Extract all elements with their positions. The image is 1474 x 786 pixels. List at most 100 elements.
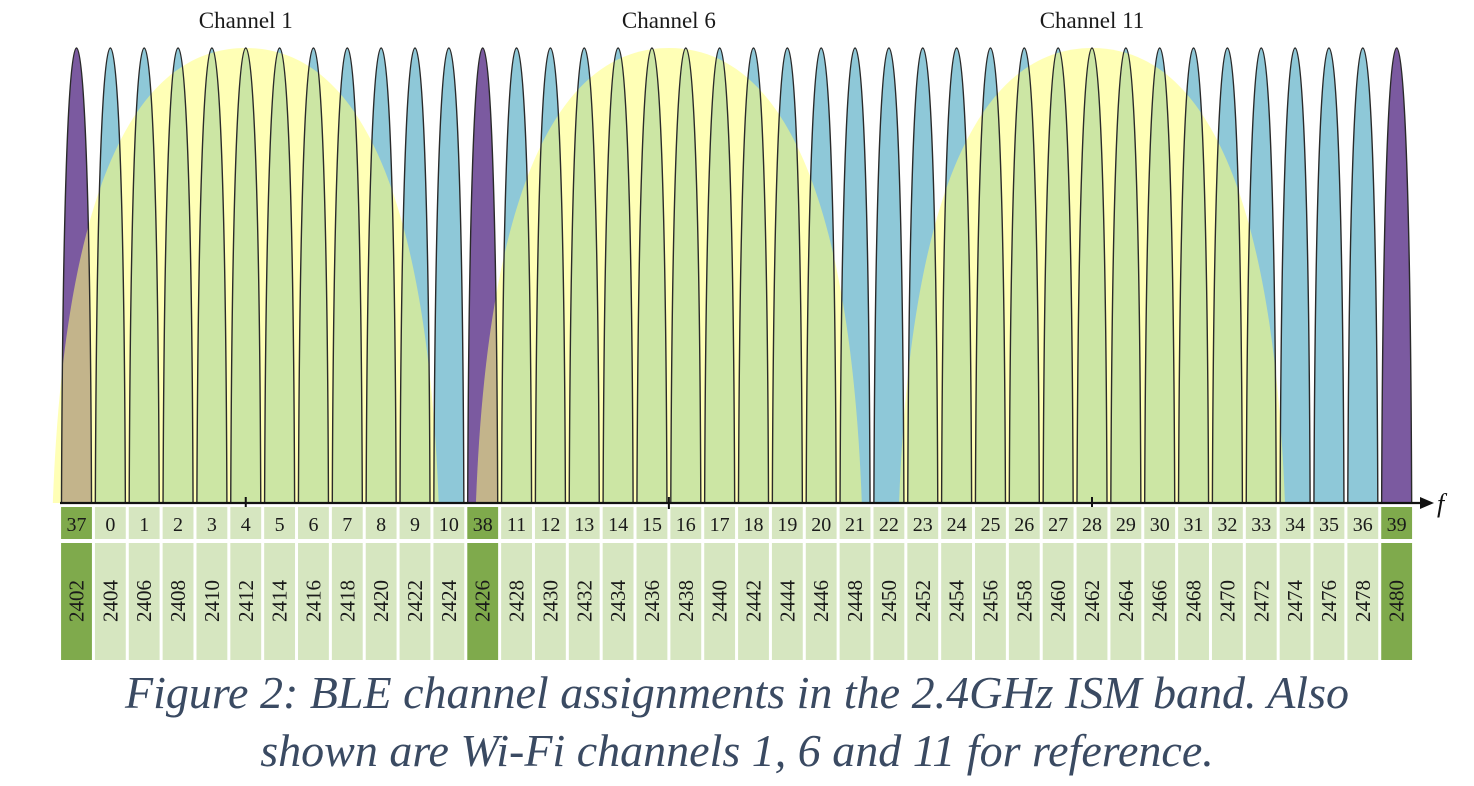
channel-frequency-cell (670, 543, 702, 660)
channel-outline-10 (433, 47, 465, 504)
channel-outline-33 (1245, 47, 1277, 504)
channel-frequency-label: 2418 (335, 580, 359, 622)
channel-index-label: 29 (1116, 514, 1136, 536)
channel-outline-15 (636, 47, 668, 504)
channel-index-cell (839, 507, 871, 539)
channel-outline-16 (670, 47, 702, 504)
channel-outline-36 (1347, 47, 1379, 504)
channel-outline-3 (196, 47, 228, 504)
channel-index-label: 19 (777, 514, 797, 536)
wifi-channel-title-2: Channel 6 (622, 8, 716, 33)
channel-frequency-cell (704, 543, 736, 660)
channel-frequency-label: 2436 (640, 580, 664, 622)
channel-frequency-cell (805, 543, 837, 660)
channel-frequency-label: 2462 (1080, 580, 1104, 622)
channel-outline-34 (1279, 47, 1311, 504)
channel-frequency-cell (128, 543, 160, 660)
channel-index-cell (636, 507, 668, 539)
channel-outline-2 (162, 47, 194, 504)
ble-channel-diagram: f 37240202404124062240832410424125241462… (52, 8, 1448, 660)
channel-outline-26 (1008, 47, 1041, 504)
channel-index-cell (1245, 507, 1277, 539)
channel-frequency-label: 2472 (1249, 580, 1273, 622)
channel-index-cell (467, 507, 499, 539)
channel-index-label: 25 (980, 514, 1000, 536)
channel-frequency-cell (941, 543, 973, 660)
channel-index-label: 9 (410, 514, 420, 536)
channel-frequency-cell (771, 543, 803, 660)
channel-outline-25 (974, 47, 1007, 504)
channel-index-label: 20 (811, 514, 831, 536)
channel-outline-30 (1143, 47, 1176, 504)
channel-outline-9 (399, 47, 431, 504)
channel-frequency-label: 2432 (572, 580, 596, 622)
channel-index-cell (264, 507, 296, 539)
channel-index-cell (399, 507, 431, 539)
channel-index-cell (365, 507, 397, 539)
channel-outline-6 (297, 47, 330, 504)
data-channel-lobe-34 (1280, 48, 1311, 503)
channel-index-cell (1076, 507, 1108, 539)
channel-index-cell (94, 507, 126, 539)
channel-frequency-label: 2416 (301, 580, 325, 622)
channel-frequency-cell (534, 543, 566, 660)
channel-frequency-label: 2464 (1114, 580, 1138, 623)
channel-index-cell (230, 507, 262, 539)
channel-index-label: 37 (67, 514, 87, 536)
channel-frequency-label: 2458 (1012, 580, 1036, 622)
channel-frequency-cell (1347, 543, 1379, 660)
channel-index-label: 10 (439, 514, 459, 536)
channel-frequency-cell (1245, 543, 1277, 660)
channel-index-cell (1313, 507, 1345, 539)
wifi-channel-overlays (52, 48, 1285, 503)
channel-outline-35 (1313, 47, 1345, 504)
channel-index-label: 28 (1082, 514, 1102, 536)
channel-frequency-cell (1144, 543, 1176, 660)
channel-index-cell (196, 507, 228, 539)
channel-frequency-cell (1381, 543, 1413, 660)
channel-frequency-cell (264, 543, 296, 660)
channel-index-label: 38 (473, 514, 493, 536)
channel-frequency-label: 2408 (166, 580, 190, 622)
data-channel-lobe-22 (873, 48, 904, 503)
channel-frequency-cell (1279, 543, 1311, 660)
axis-arrow-icon (1420, 497, 1434, 509)
channel-outline-12 (534, 47, 567, 504)
channel-outline-8 (365, 47, 397, 504)
channel-index-label: 5 (275, 514, 285, 536)
channel-index-label: 15 (642, 514, 662, 536)
channel-frequency-label: 2450 (877, 580, 901, 622)
channel-frequency-cell (501, 543, 532, 660)
channel-index-cell (1347, 507, 1379, 539)
channel-index-cell (61, 507, 92, 539)
channel-outline-38 (466, 47, 499, 504)
channel-index-cell (771, 507, 803, 539)
channel-index-label: 8 (376, 514, 386, 536)
channel-frequency-cell (1008, 543, 1040, 660)
channel-frequency-cell (1076, 543, 1108, 660)
channel-outline-22 (873, 47, 905, 504)
channel-frequency-label: 2478 (1351, 580, 1375, 622)
channel-frequency-cell (196, 543, 228, 660)
channel-outline-1 (128, 47, 160, 504)
channel-frequency-cell (61, 543, 92, 660)
wifi-channel-overlay-3 (899, 48, 1285, 503)
channel-frequency-label: 2448 (843, 580, 867, 622)
data-channel-lobe-35 (1313, 48, 1344, 503)
channel-frequency-label: 2402 (65, 580, 89, 622)
advertising-channel-lobe-39 (1381, 48, 1412, 503)
caption-line-2: shown are Wi-Fi channels 1, 6 and 11 for… (260, 725, 1214, 776)
channel-frequency-cell (433, 543, 465, 660)
channel-outline-18 (737, 47, 770, 504)
channel-index-label: 1 (139, 514, 149, 536)
channel-index-label: 39 (1387, 514, 1407, 536)
channel-index-label: 0 (105, 514, 115, 536)
channel-frequency-cell (162, 543, 194, 660)
channel-frequency-label: 2434 (606, 580, 630, 623)
channel-index-cell (1008, 507, 1040, 539)
channel-index-label: 32 (1217, 514, 1237, 536)
channel-outline-5 (263, 47, 296, 504)
channel-frequency-label: 2422 (403, 580, 427, 622)
wifi-channel-overlay-2 (475, 48, 862, 503)
channel-frequency-cell (399, 543, 431, 660)
